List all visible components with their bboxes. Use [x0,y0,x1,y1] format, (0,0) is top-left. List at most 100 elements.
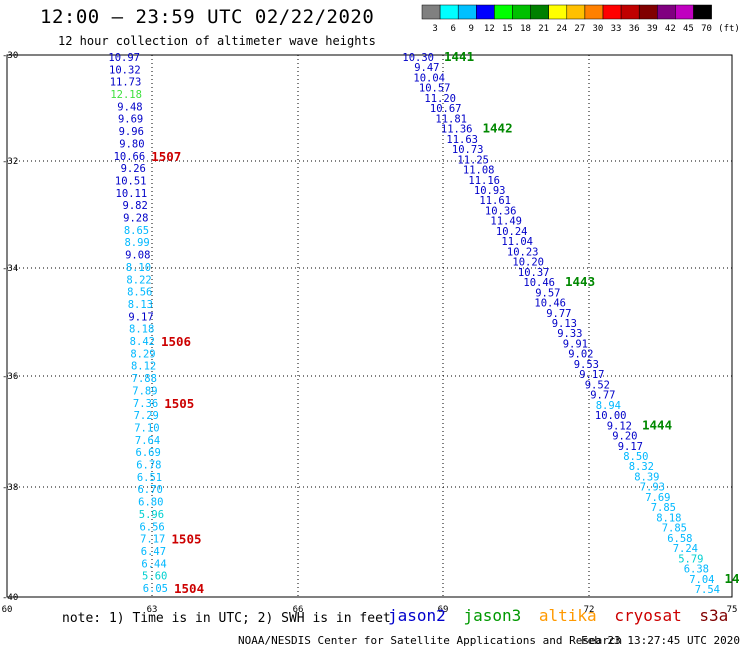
wave-height-label: 8.94 [596,400,621,412]
time-label: 1506 [161,334,191,349]
wave-height-label: 10.30 [402,52,434,64]
map-title: 12:00 – 23:59 UTC 02/22/2020 [40,6,375,28]
wave-height-label: 6.70 [137,484,162,496]
wave-height-label: 10.00 [595,410,627,422]
wave-height-label: 7.54 [695,584,720,596]
colorbar-unit-label: (ft) [718,24,740,34]
wave-height-label: 9.77 [590,390,615,402]
wave-height-label: 9.12 [607,420,632,432]
wave-height-label: 10.32 [109,64,141,76]
wave-height-label: 9.96 [119,126,144,138]
satellite-legend: jason2 jason3 altika cryosat s3a [388,606,736,625]
wave-height-label: 7.64 [135,435,160,447]
wave-height-label: 10.57 [419,83,451,95]
wave-height-label: 8.32 [629,461,654,473]
lon-label: 63 [147,605,158,615]
time-label: 1507 [151,149,181,164]
wave-height-label: 9.17 [579,369,604,381]
wave-height-label: 10.66 [114,151,146,163]
colorbar-level-label: 3 [432,24,437,34]
wave-height-label: 11.36 [441,124,473,136]
wave-height-label: 10.36 [485,205,517,217]
wave-height-label: 11.20 [424,93,456,105]
colorbar-swatch [693,4,712,20]
wave-height-label: 11.25 [457,154,489,166]
colorbar-level-label: 42 [665,24,676,34]
wave-height-label: 9.02 [568,349,593,361]
legend-jason3: jason3 [463,606,522,625]
time-label: 1505 [164,396,194,411]
wave-height-label: 10.46 [523,277,555,289]
colorbar-level-label: 9 [469,24,474,34]
wave-height-label: 7.69 [645,492,670,504]
time-label: 1441 [444,49,474,64]
wave-height-label: 6.38 [684,564,709,576]
lat-label: -36 [2,372,18,382]
colorbar-level-label: 15 [502,24,513,34]
wave-height-label: 6.44 [141,558,166,570]
wave-height-label: 10.04 [413,72,445,84]
lon-label: 66 [293,605,304,615]
wave-height-label: 9.52 [585,379,610,391]
colorbar-level-label: 39 [647,24,658,34]
wave-height-label: 9.26 [121,163,146,175]
wave-height-label: 9.28 [123,213,148,225]
wave-height-label: 8.50 [623,451,648,463]
wave-height-label: 11.08 [463,165,495,177]
lat-label: -38 [2,483,18,493]
wave-height-label: 8.29 [130,348,155,360]
credit-timestamp: Feb 23 13:27:45 UTC 2020 [581,634,740,647]
time-label: 1442 [483,121,513,136]
time-label: 1444 [642,417,672,432]
wave-height-label: 7.85 [662,523,687,535]
wave-height-label: 10.11 [116,188,148,200]
wave-height-label: 9.82 [123,200,148,212]
wave-height-label: 10.46 [534,298,566,310]
lon-label: 69 [438,605,449,615]
wave-height-label: 9.13 [552,318,577,330]
wave-height-label: 11.16 [468,175,500,187]
colorbar-level-label: 45 [683,24,694,34]
wave-height-label: 5.96 [139,509,164,521]
wave-height-label: 10.51 [115,175,147,187]
wave-height-label: 7.04 [689,574,714,586]
wave-height-label: 6.58 [667,533,692,545]
wave-height-label: 7.29 [134,410,159,422]
wave-height-label: 11.04 [501,236,533,248]
wave-height-label: 6.56 [139,521,164,533]
wave-height-label: 10.20 [512,257,544,269]
wave-height-label: 12.18 [110,89,142,101]
wave-height-label: 7.17 [140,534,165,546]
wave-height-label: 9.47 [414,62,439,74]
wave-height-label: 9.69 [118,114,143,126]
wave-height-label: 7.93 [640,482,665,494]
wave-height-label: 8.56 [127,287,152,299]
wave-height-label: 5.79 [678,553,703,565]
wave-height-label: 8.13 [128,299,153,311]
lon-label: 75 [727,605,738,615]
wave-height-label: 7.88 [132,373,157,385]
lat-label: -40 [2,593,18,603]
wave-height-label: 8.18 [656,512,681,524]
wave-height-label: 10.37 [518,267,550,279]
colorbar-level-label: 33 [611,24,622,34]
wave-height-label: 8.99 [124,237,149,249]
wave-height-label: 9.17 [618,441,643,453]
lat-label: -32 [2,157,18,167]
wave-height-label: 11.49 [490,216,522,228]
wave-height-label: 10.24 [496,226,528,238]
wave-height-label: 9.53 [574,359,599,371]
wave-height-label: 6.47 [141,546,166,558]
lon-label: 72 [584,605,595,615]
wave-height-label: 6.69 [136,447,161,459]
lat-label: -30 [2,51,18,61]
colorbar-level-label: 24 [556,24,567,34]
note-text: note: 1) Time is in UTC; 2) SWH is in fe… [62,611,391,626]
wave-height-label: 10.73 [452,144,484,156]
wave-height-label: 9.77 [546,308,571,320]
wave-height-label: 6.80 [138,497,163,509]
colorbar: 3 6 9 12 15 18 21 24 27 30 33 36 39 42 45 70 (ft) [421,4,740,34]
legend-s3a: s3a [699,606,729,625]
time-label: 1505 [171,532,201,547]
colorbar-level-label: 21 [538,24,549,34]
